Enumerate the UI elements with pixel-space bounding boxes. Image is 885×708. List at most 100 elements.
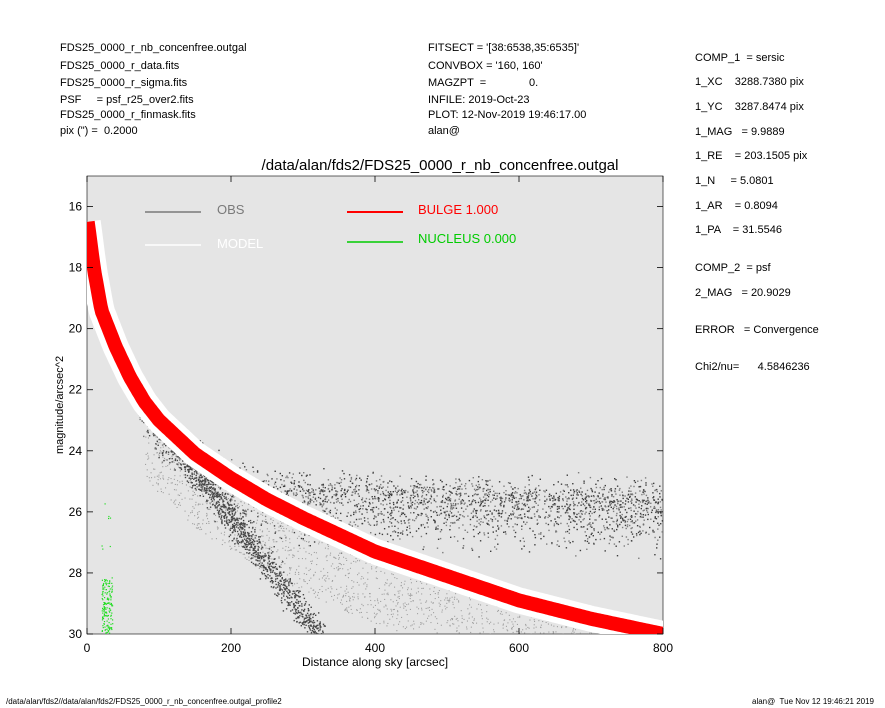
obs-point: [370, 488, 373, 490]
obs-point: [158, 438, 160, 441]
obs-point: [267, 552, 269, 554]
obs-point: [294, 613, 296, 615]
obs-point: [610, 503, 613, 505]
obs-point: [345, 592, 347, 594]
obs-point: [325, 508, 327, 510]
obs-point: [540, 533, 542, 535]
obs-point: [360, 518, 362, 520]
obs-point: [158, 476, 160, 478]
obs-point: [252, 554, 254, 557]
obs-point: [465, 483, 467, 485]
obs-point: [180, 468, 183, 471]
obs-point: [513, 512, 515, 514]
obs-point: [250, 544, 253, 546]
obs-point: [424, 503, 426, 505]
obs-point: [232, 515, 234, 517]
obs-point: [651, 509, 653, 511]
obs-point: [504, 519, 506, 522]
obs-point: [426, 486, 428, 488]
obs-point: [333, 599, 335, 601]
obs-point: [514, 523, 516, 525]
obs-point: [440, 512, 443, 515]
obs-point: [349, 600, 351, 602]
obs-point: [456, 630, 458, 632]
obs-point: [375, 571, 377, 573]
obs-point: [258, 567, 260, 569]
obs-point: [572, 483, 574, 485]
obs-point: [293, 482, 295, 484]
obs-point: [489, 479, 491, 481]
obs-point: [356, 609, 358, 611]
obs-point: [558, 505, 560, 508]
obs-point: [458, 488, 460, 490]
obs-point: [299, 615, 301, 617]
obs-point: [430, 516, 432, 518]
obs-point: [433, 519, 436, 522]
obs-point: [353, 592, 355, 594]
obs-point: [171, 457, 173, 460]
obs-point: [409, 531, 411, 534]
obs-point: [580, 487, 582, 489]
obs-point: [358, 511, 361, 513]
obs-point: [322, 499, 324, 502]
obs-point: [305, 558, 307, 560]
obs-point: [503, 491, 505, 494]
obs-point: [169, 461, 171, 464]
obs-point: [289, 549, 291, 551]
obs-point: [439, 505, 441, 508]
obs-point: [480, 502, 482, 505]
obs-point: [621, 513, 623, 516]
obs-point: [462, 524, 464, 526]
obs-point: [506, 523, 508, 525]
obs-point: [588, 512, 590, 515]
obs-point: [231, 547, 233, 549]
obs-point: [250, 557, 252, 560]
obs-point: [385, 494, 387, 497]
obs-point: [321, 490, 323, 492]
obs-point: [372, 511, 374, 513]
obs-point: [568, 492, 570, 494]
obs-point: [174, 469, 176, 471]
obs-point: [374, 600, 376, 602]
obs-point: [481, 479, 484, 481]
obs-point: [296, 621, 298, 623]
obs-point: [444, 599, 446, 601]
obs-point: [213, 513, 215, 515]
obs-point: [461, 621, 463, 623]
obs-point: [168, 493, 170, 495]
obs-point: [461, 502, 463, 504]
obs-point: [448, 599, 450, 601]
obs-point: [276, 567, 278, 569]
obs-point: [166, 459, 168, 461]
obs-point: [452, 618, 454, 620]
obs-point: [323, 468, 325, 470]
obs-point: [157, 444, 159, 446]
obs-point: [232, 494, 234, 497]
obs-point: [407, 593, 409, 595]
obs-point: [306, 573, 308, 575]
obs-point: [634, 481, 637, 484]
obs-point: [566, 626, 568, 628]
chi2-value: Chi2/nu= 4.5846236: [695, 361, 810, 373]
obs-point: [296, 612, 298, 615]
obs-point: [432, 484, 434, 486]
obs-point: [526, 500, 528, 502]
obs-point: [501, 510, 504, 512]
obs-point: [298, 571, 300, 573]
obs-point: [580, 510, 582, 512]
obs-point: [336, 481, 338, 484]
obs-point: [344, 493, 346, 496]
obs-point: [563, 537, 565, 539]
obs-point: [273, 486, 275, 488]
obs-point: [550, 510, 552, 512]
obs-point: [566, 503, 568, 505]
obs-point: [421, 489, 423, 492]
obs-point: [195, 527, 197, 529]
obs-point: [225, 508, 227, 510]
obs-point: [527, 494, 530, 496]
obs-point: [534, 498, 536, 500]
obs-point: [262, 564, 265, 566]
obs-point: [218, 510, 220, 513]
obs-point: [377, 498, 379, 500]
obs-point: [244, 548, 247, 550]
